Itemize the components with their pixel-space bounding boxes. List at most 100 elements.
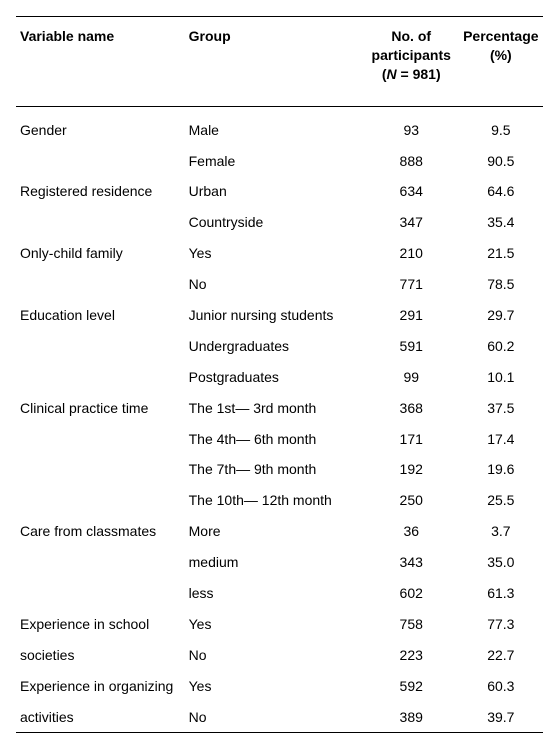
- table-row: Countryside34735.4: [16, 207, 543, 238]
- demographics-table: Variable name Group No. of participants …: [16, 16, 543, 733]
- table-row: activitiesNo38939.7: [16, 702, 543, 733]
- table-row: Care from classmatesMore363.7: [16, 516, 543, 547]
- cell-group: The 1st— 3rd month: [185, 393, 364, 424]
- cell-pct: 60.3: [459, 671, 543, 702]
- cell-pct: 22.7: [459, 640, 543, 671]
- cell-variable: [16, 424, 185, 455]
- cell-group: No: [185, 640, 364, 671]
- cell-n: 171: [364, 424, 459, 455]
- cell-n: 192: [364, 454, 459, 485]
- cell-variable: Gender: [16, 106, 185, 145]
- cell-variable: [16, 547, 185, 578]
- cell-n: 343: [364, 547, 459, 578]
- cell-variable: Clinical practice time: [16, 393, 185, 424]
- table-row: medium34335.0: [16, 547, 543, 578]
- table-row: less60261.3: [16, 578, 543, 609]
- cell-variable: [16, 207, 185, 238]
- cell-pct: 90.5: [459, 146, 543, 177]
- cell-pct: 77.3: [459, 609, 543, 640]
- cell-pct: 3.7: [459, 516, 543, 547]
- cell-group: Yes: [185, 238, 364, 269]
- cell-group: The 4th— 6th month: [185, 424, 364, 455]
- cell-group: The 7th— 9th month: [185, 454, 364, 485]
- cell-pct: 60.2: [459, 331, 543, 362]
- col-header-pct-l1: Percentage: [463, 28, 538, 44]
- cell-variable: [16, 269, 185, 300]
- cell-pct: 64.6: [459, 176, 543, 207]
- cell-variable: societies: [16, 640, 185, 671]
- col-header-variable: Variable name: [16, 17, 185, 107]
- col-header-group: Group: [185, 17, 364, 107]
- cell-n: 99: [364, 362, 459, 393]
- cell-n: 368: [364, 393, 459, 424]
- table-row: Experience in schoolYes75877.3: [16, 609, 543, 640]
- cell-n: 592: [364, 671, 459, 702]
- cell-variable: activities: [16, 702, 185, 733]
- cell-n: 223: [364, 640, 459, 671]
- cell-n: 591: [364, 331, 459, 362]
- col-header-n-l1: No. of: [391, 28, 431, 44]
- cell-n: 347: [364, 207, 459, 238]
- table-row: GenderMale939.5: [16, 106, 543, 145]
- cell-variable: [16, 331, 185, 362]
- cell-n: 888: [364, 146, 459, 177]
- col-header-n-l3c: = 981): [397, 66, 441, 82]
- cell-group: Yes: [185, 671, 364, 702]
- cell-pct: 61.3: [459, 578, 543, 609]
- cell-variable: Experience in school: [16, 609, 185, 640]
- cell-variable: [16, 146, 185, 177]
- cell-group: The 10th— 12th month: [185, 485, 364, 516]
- table-row: Education levelJunior nursing students 29…: [16, 300, 543, 331]
- cell-n: 36: [364, 516, 459, 547]
- cell-pct: 9.5: [459, 106, 543, 145]
- cell-group: No: [185, 269, 364, 300]
- cell-n: 210: [364, 238, 459, 269]
- col-header-pct: Percentage (%): [459, 17, 543, 107]
- cell-variable: [16, 485, 185, 516]
- cell-variable: [16, 578, 185, 609]
- cell-group: More: [185, 516, 364, 547]
- table-row: societiesNo22322.7: [16, 640, 543, 671]
- cell-n: 93: [364, 106, 459, 145]
- cell-variable: Experience in organizing: [16, 671, 185, 702]
- cell-pct: 37.5: [459, 393, 543, 424]
- cell-variable: Education level: [16, 300, 185, 331]
- cell-variable: Registered residence: [16, 176, 185, 207]
- cell-group: Yes: [185, 609, 364, 640]
- cell-group: medium: [185, 547, 364, 578]
- cell-n: 389: [364, 702, 459, 733]
- cell-pct: 78.5: [459, 269, 543, 300]
- cell-group: Undergraduates: [185, 331, 364, 362]
- cell-group: Junior nursing students: [185, 300, 364, 331]
- col-header-pct-l2: (%): [490, 47, 512, 63]
- cell-group: No: [185, 702, 364, 733]
- table-row: Undergraduates59160.2: [16, 331, 543, 362]
- table-row: No77178.5: [16, 269, 543, 300]
- cell-group: Postgraduates: [185, 362, 364, 393]
- cell-group: less: [185, 578, 364, 609]
- table-body: GenderMale939.5Female88890.5Registered r…: [16, 106, 543, 733]
- cell-group: Urban: [185, 176, 364, 207]
- cell-pct: 39.7: [459, 702, 543, 733]
- cell-n: 602: [364, 578, 459, 609]
- cell-pct: 17.4: [459, 424, 543, 455]
- cell-pct: 29.7: [459, 300, 543, 331]
- table-header-row: Variable name Group No. of participants …: [16, 17, 543, 107]
- col-header-n-l3b: N: [387, 66, 397, 82]
- cell-variable: [16, 362, 185, 393]
- cell-pct: 25.5: [459, 485, 543, 516]
- table-row: Female88890.5: [16, 146, 543, 177]
- cell-group: Male: [185, 106, 364, 145]
- cell-n: 771: [364, 269, 459, 300]
- cell-variable: [16, 454, 185, 485]
- table-row: The 10th— 12th month25025.5: [16, 485, 543, 516]
- cell-pct: 35.4: [459, 207, 543, 238]
- cell-group: Countryside: [185, 207, 364, 238]
- cell-group: Female: [185, 146, 364, 177]
- table-row: The 7th— 9th month19219.6: [16, 454, 543, 485]
- cell-n: 634: [364, 176, 459, 207]
- table-row: Clinical practice timeThe 1st— 3rd month…: [16, 393, 543, 424]
- table-row: Postgraduates9910.1: [16, 362, 543, 393]
- cell-variable: Only-child family: [16, 238, 185, 269]
- table-row: The 4th— 6th month17117.4: [16, 424, 543, 455]
